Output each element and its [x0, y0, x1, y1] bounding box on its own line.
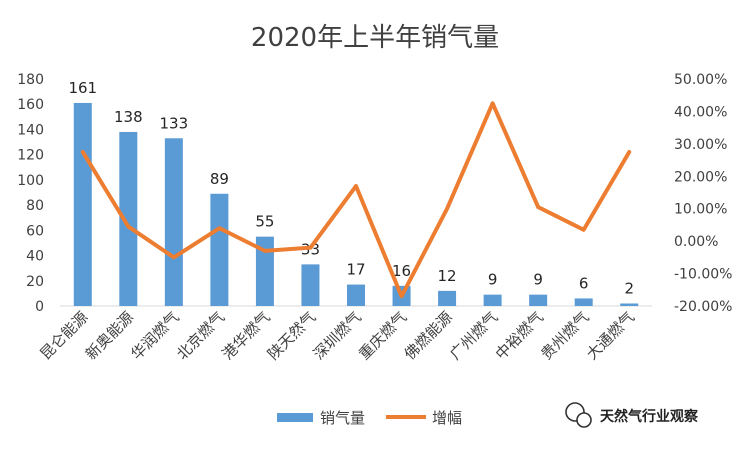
legend-swatch-bar — [277, 413, 313, 422]
left-axis-tick: 40 — [26, 249, 44, 265]
bar-series — [73, 102, 639, 306]
bar-data-label: 138 — [114, 108, 143, 126]
bar — [620, 303, 639, 306]
category-label: 陕天然气 — [264, 308, 319, 363]
right-axis-tick: 20.00% — [674, 169, 727, 185]
bar — [119, 131, 138, 306]
bar — [255, 236, 274, 306]
bar-data-label: 16 — [392, 262, 411, 280]
right-axis-tick: 0.00% — [674, 234, 718, 250]
bar — [529, 294, 548, 306]
category-label: 港华燃气 — [219, 308, 274, 363]
bar-data-label: 161 — [68, 79, 97, 97]
chart-title: 2020年上半年销气量 — [251, 23, 499, 53]
bar-data-label: 17 — [346, 261, 365, 279]
bar — [483, 294, 502, 306]
category-label: 深圳燃气 — [310, 308, 365, 363]
left-axis-tick: 140 — [17, 122, 44, 138]
line-series — [80, 101, 632, 299]
category-label: 华润燃气 — [128, 308, 183, 363]
bar — [73, 102, 92, 306]
left-axis-tick: 20 — [26, 274, 44, 290]
bar — [574, 298, 593, 306]
left-axis-tick: 0 — [35, 299, 44, 315]
right-axis-tick: 40.00% — [674, 104, 727, 120]
category-label: 广州燃气 — [446, 308, 501, 363]
bar — [164, 138, 183, 306]
left-axis-tick: 180 — [17, 72, 44, 88]
category-label: 中裕燃气 — [492, 308, 547, 363]
category-label: 佛燃能源 — [401, 308, 456, 363]
category-label: 大通燃气 — [583, 308, 638, 363]
bar-data-label: 9 — [533, 271, 543, 289]
category-label: 贵州燃气 — [537, 308, 592, 363]
left-axis-tick: 80 — [26, 198, 44, 214]
category-label: 北京燃气 — [173, 308, 228, 363]
left-axis: 0 20 40 60 80 100 120 140 160 180 — [17, 72, 44, 315]
right-axis: -20.00% -10.00% 0.00% 10.00% 20.00% 30.00% 40.… — [674, 72, 732, 315]
left-axis-tick: 120 — [17, 148, 44, 164]
watermark-text: 天然气行业观察 — [600, 408, 699, 425]
right-axis-tick: 10.00% — [674, 202, 727, 218]
bar-data-label: 55 — [255, 213, 274, 231]
bar-data-label: 133 — [160, 114, 189, 132]
bar — [347, 284, 365, 306]
bar — [301, 264, 320, 306]
watermark: 天然气行业观察 — [565, 402, 699, 428]
category-label: 重庆燃气 — [355, 308, 410, 363]
left-axis-tick: 160 — [17, 97, 44, 113]
left-axis-tick: 60 — [26, 223, 44, 239]
legend-label-bar: 销气量 — [320, 409, 365, 427]
right-axis-tick: 30.00% — [674, 137, 727, 153]
bar-data-label: 12 — [438, 267, 457, 285]
left-axis-tick: 100 — [17, 173, 44, 189]
bar-data-label: 2 — [624, 279, 634, 297]
legend: 销气量 增幅 — [277, 409, 462, 427]
bar — [438, 290, 457, 306]
bar-data-label: 6 — [579, 274, 589, 292]
bar — [210, 193, 229, 306]
growth-line — [80, 101, 632, 299]
category-labels: 昆仑能源新奥能源华润燃气北京燃气港华燃气陕天然气深圳燃气重庆燃气佛燃能源广州燃气… — [36, 308, 638, 363]
bar-data-label: 89 — [210, 170, 229, 188]
right-axis-tick: 50.00% — [674, 72, 727, 88]
category-label: 昆仑能源 — [36, 308, 91, 363]
bar-data-label: 9 — [488, 271, 498, 289]
right-axis-tick: -10.00% — [674, 267, 732, 283]
right-axis-tick: -20.00% — [674, 299, 732, 315]
legend-label-line: 增幅 — [432, 409, 462, 427]
wechat-icon — [565, 402, 592, 428]
category-label: 新奥能源 — [82, 308, 137, 363]
